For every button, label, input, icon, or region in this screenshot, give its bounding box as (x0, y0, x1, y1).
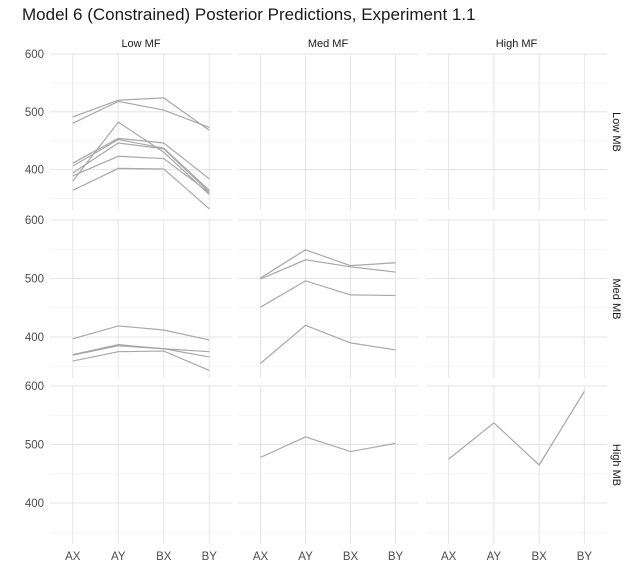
y-tick-label: 600 (25, 49, 44, 61)
series-line (260, 280, 396, 308)
y-tick-label: 400 (25, 165, 44, 177)
x-tick-label: BX (343, 551, 359, 563)
series-line (72, 100, 210, 128)
y-tick-label: 500 (25, 274, 44, 286)
series-line (72, 325, 210, 341)
y-tick-label: 600 (25, 215, 44, 227)
series-line (72, 167, 210, 210)
facet-col-label: High MF (496, 38, 538, 50)
series-line (72, 97, 210, 131)
series-line (448, 390, 585, 466)
chart-title: Model 6 (Constrained) Posterior Predicti… (22, 5, 476, 24)
x-tick-label: AY (487, 551, 502, 563)
facet-row-label: Med MB (610, 279, 622, 320)
facet-row-label: Low MB (610, 112, 622, 152)
series-line (72, 350, 210, 371)
y-tick-label: 400 (25, 332, 44, 344)
x-tick-label: BY (577, 551, 593, 563)
series-line (72, 142, 210, 193)
series-line (260, 324, 396, 364)
x-tick-label: BX (531, 551, 547, 563)
series-line (260, 249, 396, 279)
y-tick-label: 600 (25, 381, 44, 393)
x-tick-label: AX (441, 551, 457, 563)
grid-layer (50, 53, 607, 544)
y-tick-label: 400 (25, 498, 44, 510)
x-tick-label: BY (388, 551, 404, 563)
y-tick-label: 500 (25, 107, 44, 119)
series-line (260, 436, 396, 458)
x-tick-label: AX (65, 551, 81, 563)
x-tick-label: BY (202, 551, 218, 563)
facet-col-label: Med MF (308, 38, 349, 50)
series-line (260, 259, 396, 280)
x-tick-label: AY (298, 551, 313, 563)
facet-row-label: High MB (610, 444, 622, 486)
series-line (72, 345, 210, 358)
series-line (72, 138, 210, 191)
x-tick-label: AY (111, 551, 126, 563)
facet-col-label: Low MF (121, 38, 160, 50)
series-line (72, 121, 210, 195)
x-tick-label: AX (253, 551, 269, 563)
y-tick-label: 500 (25, 440, 44, 452)
labels-layer: Low MF Med MF High MF Low MB Med MB High MB 40… (25, 38, 622, 563)
series-layer (72, 97, 585, 466)
x-tick-label: BX (156, 551, 172, 563)
series-line (72, 155, 210, 194)
